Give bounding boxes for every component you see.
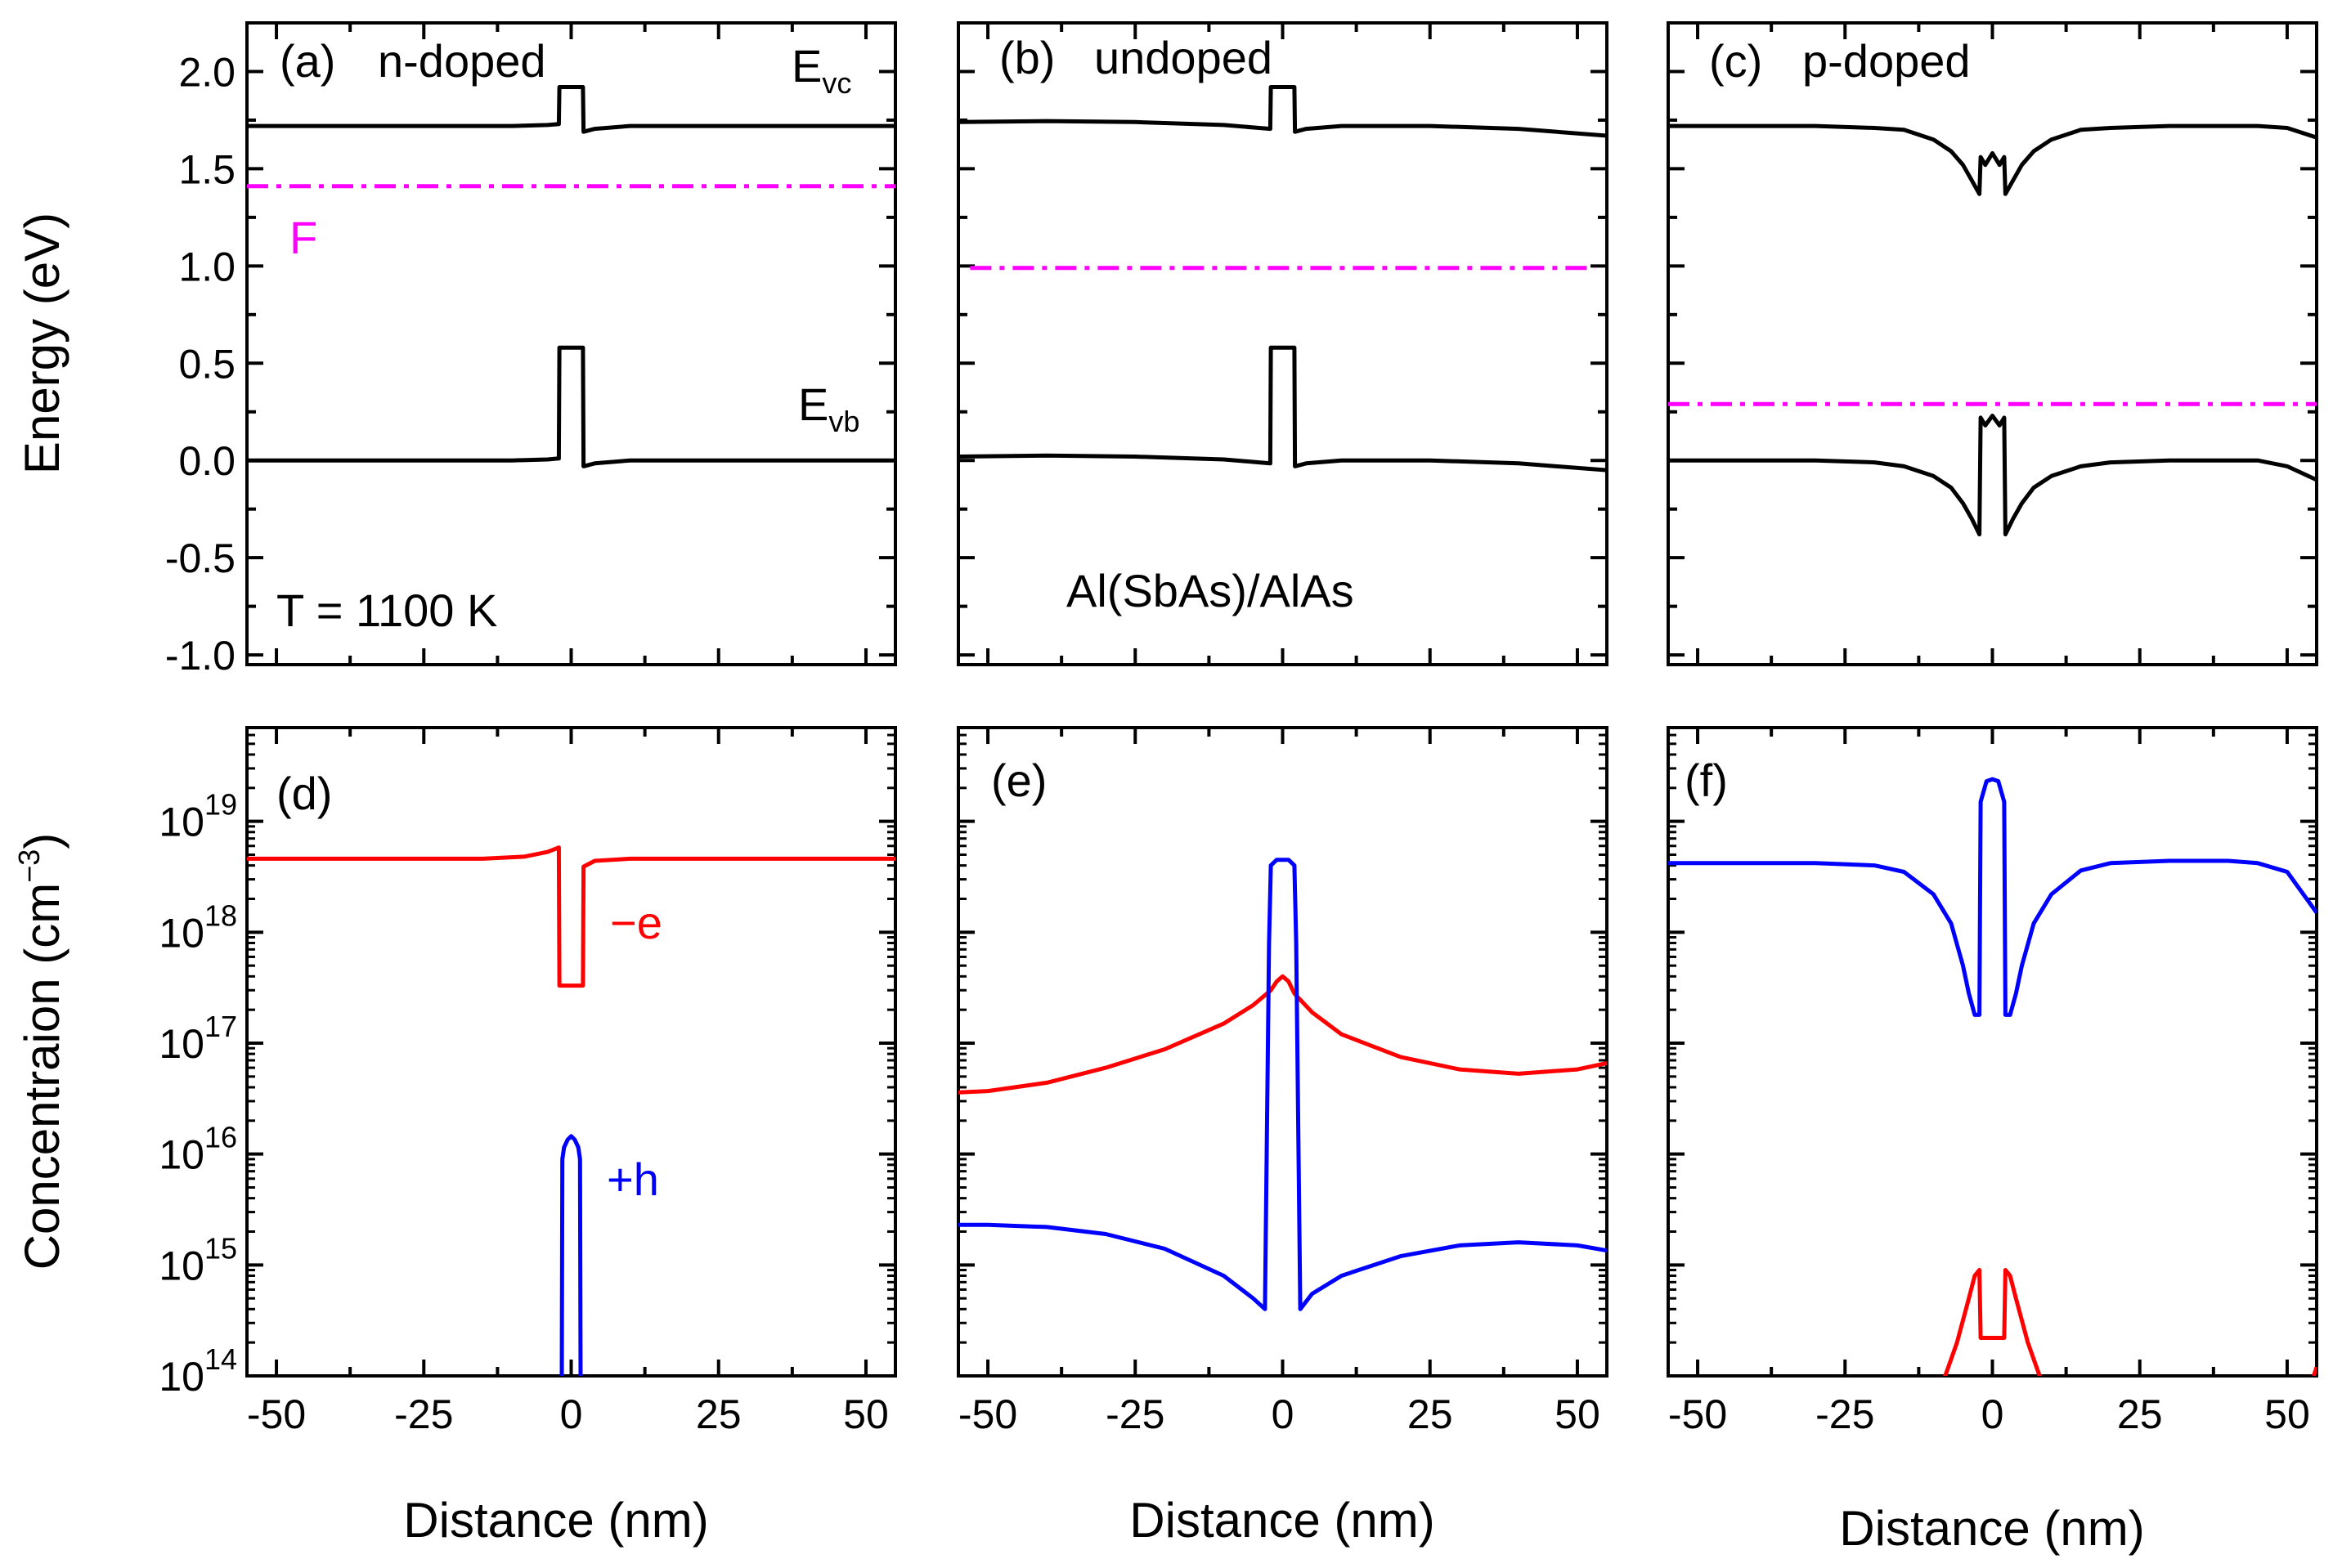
panel-b-energy xyxy=(957,21,1608,666)
series-line-e xyxy=(247,845,895,988)
x-tick-label: -25 xyxy=(394,1391,453,1437)
x-tick-label: 0 xyxy=(560,1391,583,1437)
plot-frame xyxy=(1667,21,2318,666)
concentration-y-axis-title-main: Concentraion (cm xyxy=(15,883,70,1270)
x-axis-title-right: Distance (nm) xyxy=(1839,1501,2144,1556)
x-tick-label: 50 xyxy=(1555,1391,1600,1437)
concentration-y-axis-title: Concentraion (cm−3) xyxy=(12,833,70,1270)
y-tick-exponent: 14 xyxy=(204,1342,237,1376)
series-line-e xyxy=(958,974,1607,1095)
x-tick-label: -50 xyxy=(958,1391,1017,1437)
y-tick-label: 1.5 xyxy=(178,146,236,192)
series-group xyxy=(958,858,1607,1311)
x-tick-label: -50 xyxy=(1668,1391,1727,1437)
y-tick-exponent: 17 xyxy=(204,1010,237,1043)
plot-frame xyxy=(245,21,897,666)
panel-label-b: (b) xyxy=(999,32,1055,83)
y-tick-base: 10 xyxy=(159,800,204,845)
panel-a-energy: 2.0 1.5 1.0 0.5 0.0 -0.5 -1.0 xyxy=(165,21,897,679)
x-tick-label: -25 xyxy=(1815,1391,1874,1437)
temperature-label: T = 1100 K xyxy=(276,585,497,636)
x-axis-title-left: Distance (nm) xyxy=(403,1493,708,1548)
evb-label: Evb xyxy=(798,379,859,438)
series-line-eedge xyxy=(2312,1366,2317,1376)
x-tick-label: -50 xyxy=(247,1391,306,1437)
y-tick-label: 1.0 xyxy=(178,244,236,289)
x-tick-label: 25 xyxy=(696,1391,742,1437)
series-line-evc xyxy=(247,85,895,134)
y-tick-label: -1.0 xyxy=(165,633,236,679)
y-tick-label: 1019 xyxy=(159,788,237,845)
series-line-e xyxy=(1942,1268,2043,1376)
x-tick-label: 50 xyxy=(843,1391,889,1437)
x-tick-label: 25 xyxy=(1407,1391,1453,1437)
panel-title-c: p-doped xyxy=(1802,35,1971,87)
plot-frame xyxy=(245,726,897,1378)
concentration-y-axis-title-close: ) xyxy=(15,833,70,849)
panel-c-energy xyxy=(1667,21,2318,666)
panel-label-e: (e) xyxy=(991,755,1047,806)
y-tick-label: 1016 xyxy=(159,1121,237,1178)
panel-title-a: n-doped xyxy=(378,35,546,87)
y-tick-base: 10 xyxy=(159,1021,204,1067)
x-axis-title-middle: Distance (nm) xyxy=(1129,1493,1434,1548)
y-tick-exponent: 19 xyxy=(204,788,237,822)
y-tick-label: 2.0 xyxy=(178,49,236,95)
x-tick-label: 25 xyxy=(2117,1391,2163,1437)
x-tick-label: -25 xyxy=(1106,1391,1164,1437)
series-line-h xyxy=(559,1134,583,1376)
evc-label: Evc xyxy=(792,40,851,100)
y-tick-exponent: 16 xyxy=(204,1121,237,1154)
series-line-evc xyxy=(958,85,1607,138)
y-tick-label: 0.0 xyxy=(178,438,236,484)
series-group xyxy=(247,845,895,1376)
y-tick-label: 1018 xyxy=(159,898,237,956)
y-tick-base: 10 xyxy=(159,1132,204,1178)
y-tick-exponent: 18 xyxy=(204,898,237,932)
evc-label-sub: vc xyxy=(822,66,851,100)
y-tick-label: -0.5 xyxy=(165,535,236,581)
y-tick-label: 1017 xyxy=(159,1010,237,1067)
x-tick-label: 50 xyxy=(2264,1391,2310,1437)
hole-label: +h xyxy=(607,1154,659,1205)
series-line-evb xyxy=(247,345,895,468)
series-line-h xyxy=(1668,777,2317,1017)
y-tick-label: 0.5 xyxy=(178,341,236,387)
panel-label-d: (d) xyxy=(276,768,332,819)
y-tick-label: 1014 xyxy=(159,1342,237,1400)
series-group xyxy=(247,85,895,468)
energy-y-axis-title: Energy (eV) xyxy=(15,213,70,474)
evc-label-main: E xyxy=(792,40,822,92)
y-tick-base: 10 xyxy=(159,910,204,956)
panel-label-f: (f) xyxy=(1685,755,1728,806)
fermi-label: F xyxy=(289,212,317,263)
panel-label-c: (c) xyxy=(1709,35,1762,87)
evb-label-sub: vb xyxy=(828,405,859,438)
series-line-evc xyxy=(1668,123,2317,196)
series-group xyxy=(1668,123,2317,537)
y-tick-base: 10 xyxy=(159,1243,204,1288)
series-line-h xyxy=(958,858,1607,1311)
y-tick-base: 10 xyxy=(159,1354,204,1400)
panel-e-concentration: -50 -25 0 25 50 xyxy=(957,726,1608,1437)
evb-label-main: E xyxy=(798,379,828,430)
material-label: Al(SbAs)/AlAs xyxy=(1066,565,1354,616)
plot-frame xyxy=(957,726,1608,1378)
series-group xyxy=(1668,777,2317,1376)
x-tick-label: 0 xyxy=(1272,1391,1294,1437)
y-tick-exponent: 15 xyxy=(204,1231,237,1265)
panel-title-b: undoped xyxy=(1094,32,1272,83)
concentration-y-axis-title-exp: −3 xyxy=(12,849,46,883)
y-tick-label: 1015 xyxy=(159,1231,237,1288)
panel-label-a: (a) xyxy=(280,35,335,87)
series-line-evb xyxy=(1668,414,2317,537)
panel-f-concentration: -50 -25 0 25 50 xyxy=(1667,726,2318,1437)
series-group xyxy=(958,85,1607,473)
electron-label: −e xyxy=(610,897,662,948)
series-line-evb xyxy=(958,345,1607,473)
x-tick-label: 0 xyxy=(1981,1391,2004,1437)
plot-frame xyxy=(1667,726,2318,1378)
